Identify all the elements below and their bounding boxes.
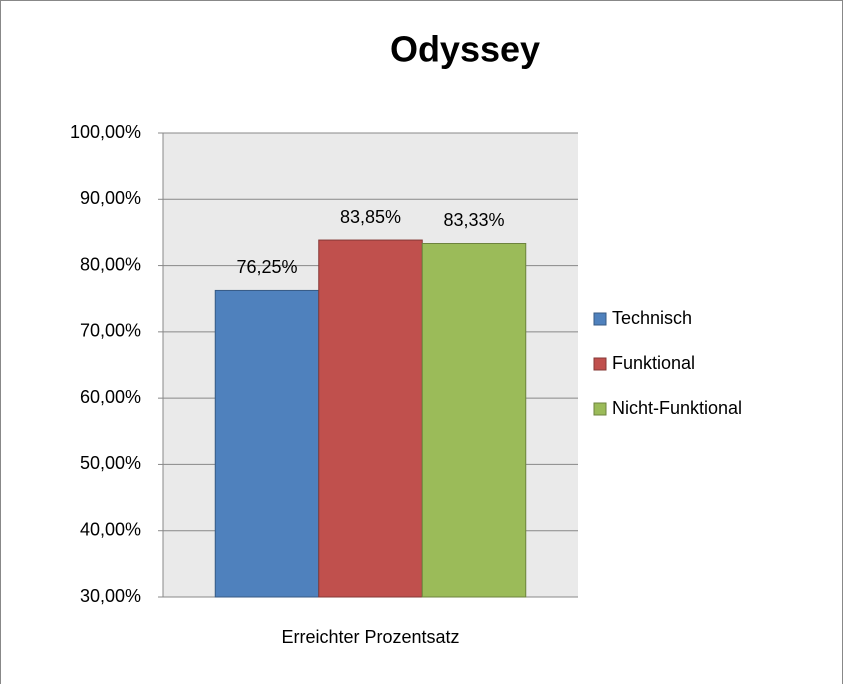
y-tick-label: 40,00% (80, 519, 141, 539)
legend-swatch (593, 312, 607, 326)
legend-label: Funktional (612, 353, 695, 373)
data-label: 76,25% (236, 257, 297, 277)
legend-label: Nicht-Funktional (612, 398, 742, 418)
data-label: 83,33% (443, 210, 504, 230)
y-tick-label: 30,00% (80, 586, 141, 606)
y-tick-label: 90,00% (80, 188, 141, 208)
y-tick-label: 60,00% (80, 387, 141, 407)
y-tick-label: 100,00% (70, 122, 141, 142)
y-tick-label: 50,00% (80, 453, 141, 473)
bar (421, 242, 527, 598)
y-tick-label: 80,00% (80, 254, 141, 274)
chart-title: Odyssey (390, 29, 540, 70)
legend-swatch (593, 402, 607, 416)
legend-swatch (593, 357, 607, 371)
y-tick-label: 70,00% (80, 321, 141, 341)
data-label: 83,85% (340, 207, 401, 227)
x-tick-label: Erreichter Prozentsatz (281, 627, 459, 647)
legend-label: Technisch (612, 308, 692, 328)
bar (318, 239, 423, 598)
bar (214, 289, 320, 598)
